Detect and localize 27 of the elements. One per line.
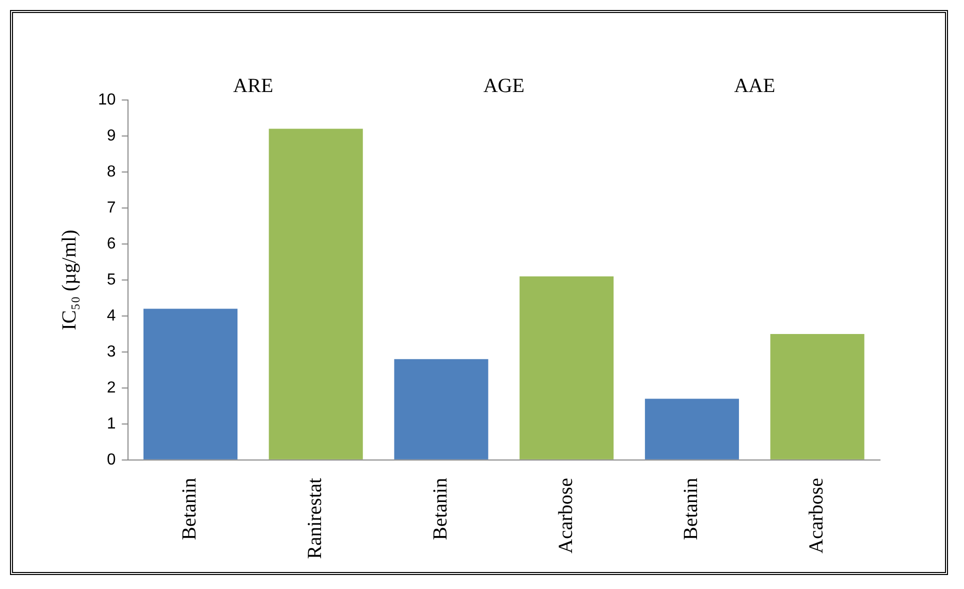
y-tick-label: 2 bbox=[106, 379, 116, 396]
x-tick-label: Ranirestat bbox=[304, 477, 326, 560]
x-tick-label: Acarbose bbox=[554, 478, 577, 554]
y-tick-label: 0 bbox=[106, 451, 116, 468]
y-tick-label: 3 bbox=[106, 343, 116, 360]
x-tick-label: Betanin bbox=[680, 478, 702, 540]
x-tick-label: Acarbose bbox=[806, 478, 828, 554]
bar bbox=[770, 334, 864, 460]
text: AGE bbox=[483, 75, 524, 97]
text: AAE bbox=[734, 75, 776, 97]
y-tick-label: 6 bbox=[106, 235, 116, 252]
bar bbox=[268, 128, 363, 460]
y-tick-label: 9 bbox=[106, 127, 116, 144]
y-tick-label: 10 bbox=[98, 91, 116, 108]
x-tick-label: Betanin bbox=[178, 478, 201, 540]
bar bbox=[394, 359, 488, 460]
y-tick-label: 7 bbox=[106, 199, 116, 216]
text: ARE bbox=[233, 75, 274, 97]
bar bbox=[520, 276, 614, 460]
y-tick-label: 4 bbox=[106, 307, 116, 324]
y-tick-label: 8 bbox=[106, 163, 116, 180]
y-tick-label: 5 bbox=[106, 271, 116, 288]
bar bbox=[644, 398, 739, 460]
x-tick-label: Betanin bbox=[429, 478, 452, 540]
y-tick-label: 1 bbox=[106, 415, 116, 432]
bar bbox=[143, 308, 238, 460]
y-axis-title: IC₅₀ (µg/ml) bbox=[58, 230, 80, 330]
